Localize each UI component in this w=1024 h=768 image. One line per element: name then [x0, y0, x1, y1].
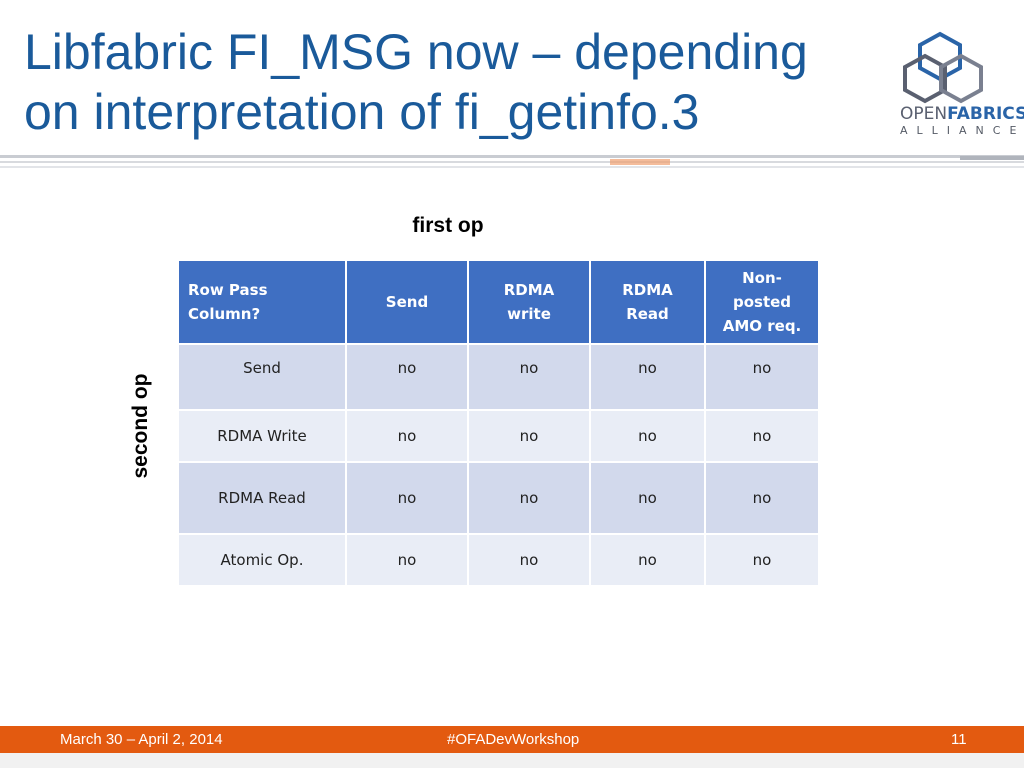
first-op-label: first op [412, 214, 484, 237]
slide-footer: March 30 – April 2, 2014 #OFADevWorkshop… [0, 726, 1024, 753]
column-header-send: Send [345, 259, 469, 345]
column-header-rdma-read: RDMA Read [589, 259, 706, 345]
table-cell: no [589, 461, 706, 535]
title-divider [0, 153, 1024, 171]
table-cell: no [704, 461, 820, 535]
table-row: Atomic Op. no no no no [177, 533, 820, 587]
slide-title: Libfabric FI_MSG now – depending on inte… [24, 22, 904, 142]
table-cell: no [345, 409, 469, 463]
table-cell: no [589, 533, 706, 587]
table-cell: no [345, 461, 469, 535]
row-label: RDMA Write [177, 409, 347, 463]
table-cell: no [345, 533, 469, 587]
operation-ordering-table: Row Pass Column? Send RDMA write RDMA Re… [177, 259, 820, 587]
column-header-non-posted-amo: Non- posted AMO req. [704, 259, 820, 345]
table-cell: no [345, 343, 469, 411]
logo-wordmark: OPENFABRICS [900, 104, 1024, 124]
table-cell: no [467, 343, 591, 411]
table-cell: no [589, 409, 706, 463]
table-cell: no [467, 461, 591, 535]
footer-hashtag: #OFADevWorkshop [447, 731, 580, 748]
footer-date: March 30 – April 2, 2014 [60, 731, 223, 748]
row-label: Send [177, 343, 347, 411]
table-cell: no [704, 533, 820, 587]
table-cell: no [467, 533, 591, 587]
table-cell: no [704, 409, 820, 463]
openfabrics-logo-icon [903, 31, 983, 104]
table-cell: no [589, 343, 706, 411]
row-label: Atomic Op. [177, 533, 347, 587]
table-cell: no [704, 343, 820, 411]
title-line-2: on interpretation of fi_getinfo.3 [24, 84, 700, 140]
table-cell: no [467, 409, 591, 463]
table-row: RDMA Write no no no no [177, 409, 820, 463]
row-label: RDMA Read [177, 461, 347, 535]
table-row: RDMA Read no no no no [177, 461, 820, 535]
page-number: 11 [951, 731, 967, 748]
logo-subtext: ALLIANCE [900, 124, 1024, 137]
table-header-row: Row Pass Column? Send RDMA write RDMA Re… [177, 259, 820, 345]
table-row: Send no no no no [177, 343, 820, 411]
title-line-1: Libfabric FI_MSG now – depending [24, 24, 808, 80]
second-op-label: second op [129, 373, 152, 479]
column-header-rdma-write: RDMA write [467, 259, 591, 345]
footer-strip [0, 753, 1024, 768]
corner-header: Row Pass Column? [177, 259, 347, 345]
